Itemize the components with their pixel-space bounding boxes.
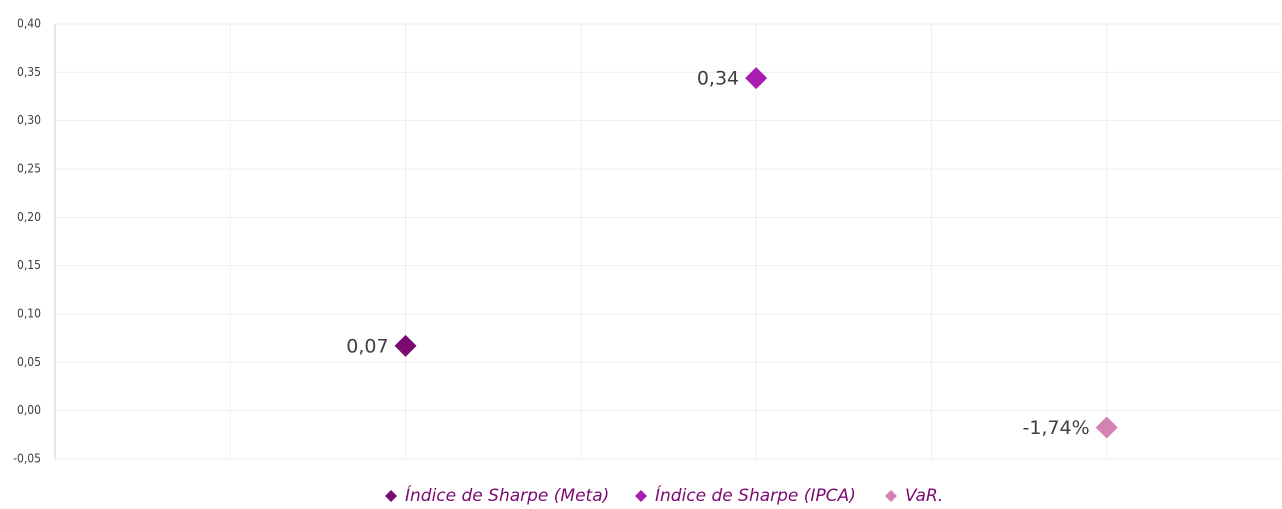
y-tick-label: 0,35 [17,65,41,79]
y-tick-label: 0,30 [17,113,41,127]
y-tick-label: 0,25 [17,162,41,176]
point [1095,416,1118,439]
point [745,67,768,90]
y-tick-label: 0,40 [17,17,41,31]
data-label: 0,07 [346,335,388,357]
legend-marker [885,490,897,502]
legend-label: Índice de Sharpe (IPCA) [655,484,856,506]
point [394,334,417,357]
legend-marker [635,490,647,502]
y-tick-label: 0,05 [17,355,41,369]
data-label: 0,34 [697,68,739,90]
y-tick-label: -0,05 [13,452,41,466]
legend-label: Índice de Sharpe (Meta) [405,484,609,506]
legend-label: VaR. [905,486,943,506]
legend-marker [385,490,397,502]
data-label: -1,74% [1022,417,1089,439]
y-tick-label: 0,20 [17,210,41,224]
y-tick-label: 0,00 [17,403,41,417]
y-tick-label: 0,15 [17,258,41,272]
y-tick-label: 0,10 [17,307,41,321]
